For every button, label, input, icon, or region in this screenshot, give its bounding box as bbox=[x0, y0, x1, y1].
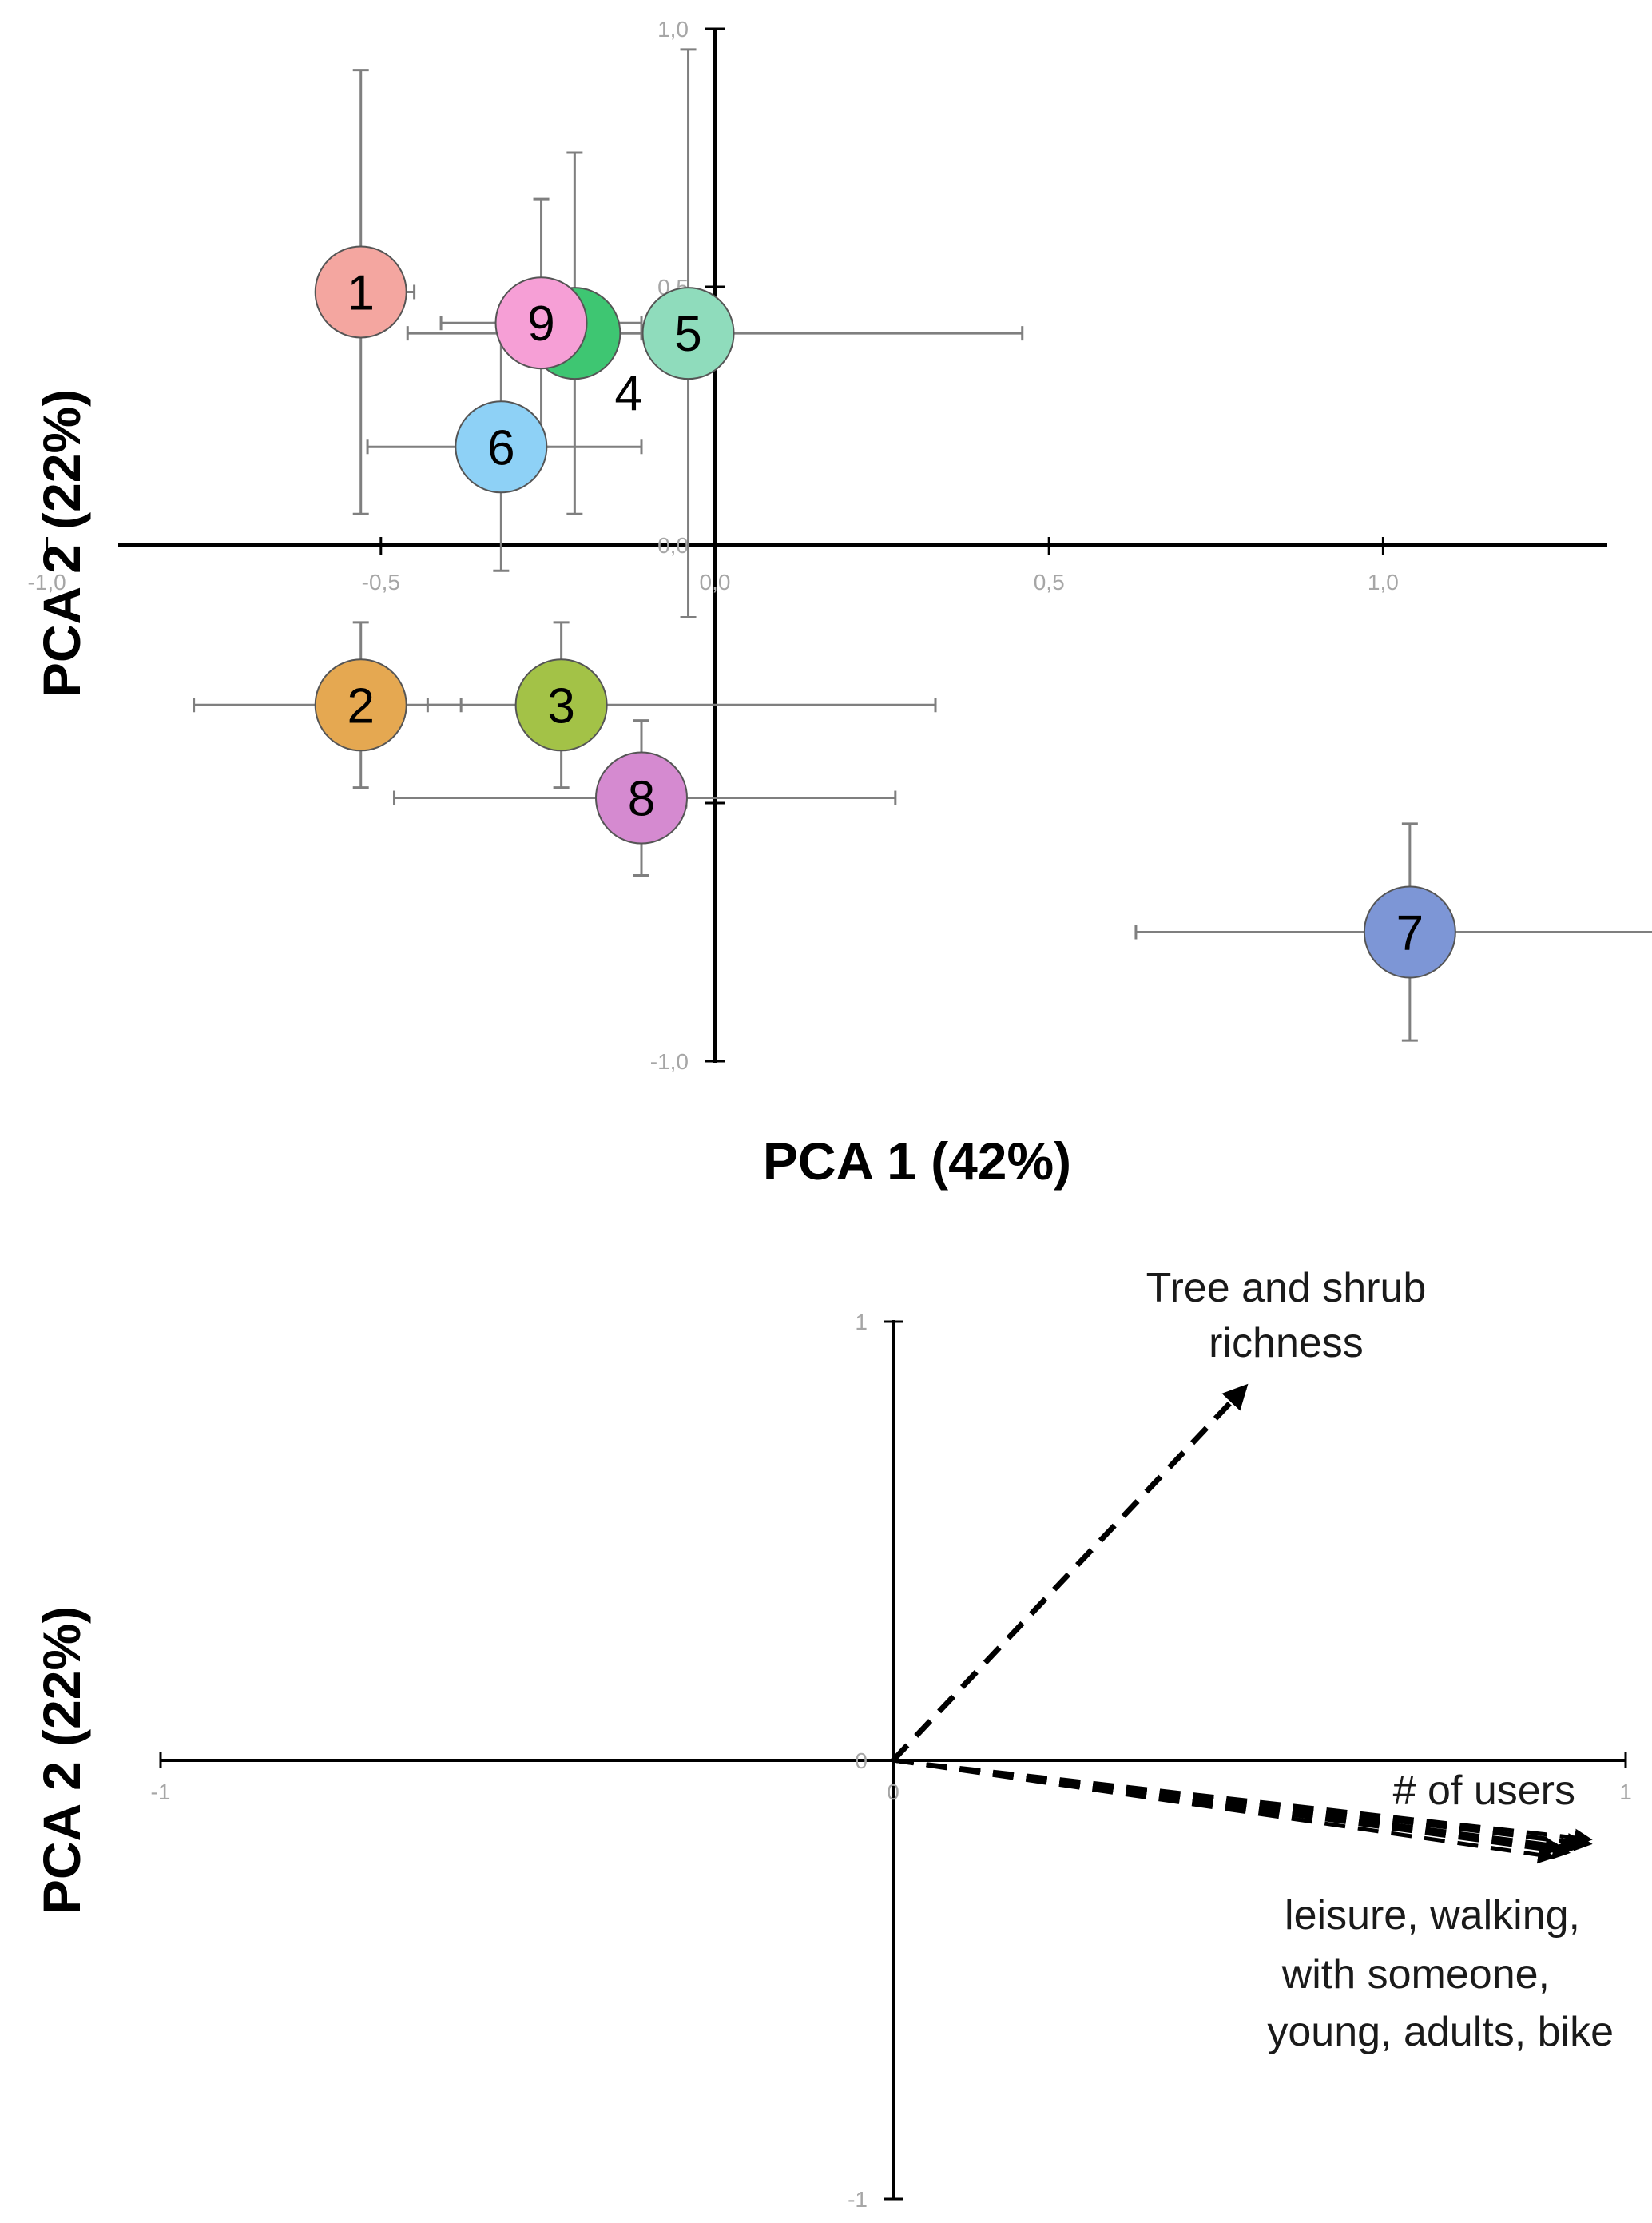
bottom-x-tick-label: 0 bbox=[887, 1780, 899, 1804]
point-1 bbox=[314, 245, 407, 339]
loading-vectors bbox=[891, 1383, 1593, 1864]
tree-label-line1: Tree and shrub bbox=[1146, 1265, 1427, 1311]
point-9 bbox=[494, 276, 588, 370]
top-x-tick-label: 0,0 bbox=[700, 570, 731, 595]
point-label-6: 6 bbox=[487, 420, 514, 475]
bottom-y-axis-title: PCA 2 (22%) bbox=[32, 1606, 91, 1915]
bottom-x-tick-label: 1 bbox=[1619, 1780, 1632, 1804]
point-8 bbox=[594, 751, 688, 845]
point-label-7: 7 bbox=[1396, 906, 1424, 961]
top-y-axis-title: PCA 2 (22%) bbox=[32, 389, 91, 698]
top-x-tick-label: -0,5 bbox=[362, 570, 400, 595]
bottom-x-tick-label: -1 bbox=[151, 1780, 171, 1804]
point-label-8: 8 bbox=[628, 772, 655, 827]
bottom-y-tick-label: 1 bbox=[855, 1310, 868, 1334]
point-label-1: 1 bbox=[347, 265, 374, 320]
point-2 bbox=[314, 658, 407, 752]
group-label-line3: young, adults, bike bbox=[1267, 2009, 1614, 2055]
point-label-3: 3 bbox=[547, 678, 574, 734]
bottom-y-tick-label: -1 bbox=[848, 2187, 868, 2212]
top-x-tick-label: 0,5 bbox=[1034, 570, 1065, 595]
vector-bike bbox=[892, 1758, 1556, 1864]
bottom-y-tick-marks: 1 0 -1 bbox=[848, 1310, 903, 2212]
point-label-2: 2 bbox=[347, 678, 374, 734]
tree-label-line2: richness bbox=[1209, 1320, 1364, 1366]
top-x-tick-label: -1,0 bbox=[27, 570, 66, 595]
group-label-line2: with someone, bbox=[1281, 1951, 1550, 1998]
point-7 bbox=[1363, 885, 1456, 979]
point-3 bbox=[514, 658, 608, 752]
group-label-line1: leisure, walking, bbox=[1285, 1892, 1580, 1939]
top-x-tick-label: 1,0 bbox=[1368, 570, 1399, 595]
vector-tree-and-shrub-richness bbox=[891, 1383, 1249, 1763]
users-label: # of users bbox=[1393, 1768, 1575, 1814]
top-y-tick-label: -1,0 bbox=[650, 1049, 689, 1074]
top-x-tick-marks: -1,0-0,50,00,51,01,5 bbox=[27, 537, 1399, 595]
pca-scores-panel: -1,0-0,50,00,51,01,5 1,00,50,0-0,5-1,0 4… bbox=[27, 17, 1652, 1191]
point-label-5: 5 bbox=[674, 307, 701, 362]
point-6 bbox=[455, 400, 548, 494]
point-5 bbox=[641, 287, 735, 380]
point-label-4: 4 bbox=[614, 366, 641, 421]
top-y-tick-label: 1,0 bbox=[657, 17, 689, 42]
top-y-tick-label: 0,0 bbox=[657, 533, 689, 558]
top-x-axis-title: PCA 1 (42%) bbox=[763, 1131, 1071, 1191]
pca-loadings-panel: -1 0 1 1 0 -1 Tree and shrub richness # of u… bbox=[32, 1265, 1632, 2212]
point-label-9: 9 bbox=[527, 296, 554, 352]
bottom-y-tick-label: 0 bbox=[855, 1748, 868, 1773]
bottom-x-tick-marks: -1 0 1 bbox=[151, 1752, 1632, 1804]
data-points: 4 1 2 3 5 6 7 8 9 bbox=[314, 245, 1456, 979]
